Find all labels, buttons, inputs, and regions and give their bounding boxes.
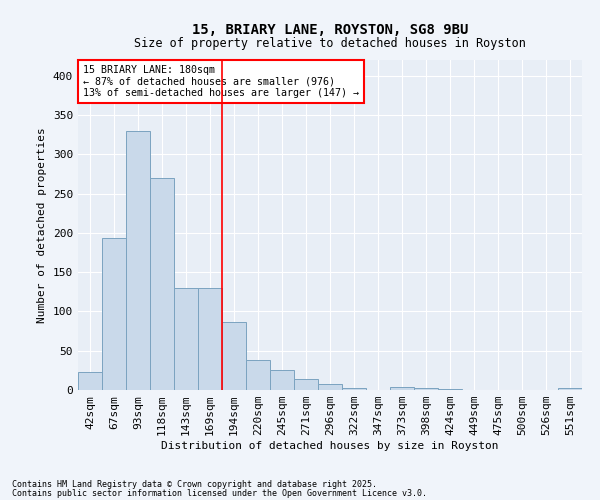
Bar (223, 322, 245, 390)
Bar (151, 178, 173, 390)
Y-axis label: Number of detached properties: Number of detached properties (37, 127, 47, 323)
Text: 15 BRIARY LANE: 180sqm
← 87% of detached houses are smaller (976)
13% of semi-de: 15 BRIARY LANE: 180sqm ← 87% of detached… (83, 65, 359, 98)
Bar (127, 130, 149, 390)
Bar (415, 388, 437, 390)
Bar (559, 388, 581, 390)
Bar (175, 288, 197, 390)
Text: 15, BRIARY LANE, ROYSTON, SG8 9BU: 15, BRIARY LANE, ROYSTON, SG8 9BU (192, 22, 468, 36)
Bar (343, 388, 365, 390)
Bar (247, 360, 269, 390)
Text: Size of property relative to detached houses in Royston: Size of property relative to detached ho… (134, 38, 526, 51)
Bar (79, 372, 101, 390)
Bar (103, 238, 125, 390)
Bar (295, 379, 317, 390)
X-axis label: Distribution of detached houses by size in Royston: Distribution of detached houses by size … (161, 441, 499, 451)
Bar (199, 288, 221, 390)
Bar (319, 384, 341, 390)
Text: Contains public sector information licensed under the Open Government Licence v3: Contains public sector information licen… (12, 488, 427, 498)
Text: Contains HM Land Registry data © Crown copyright and database right 2025.: Contains HM Land Registry data © Crown c… (12, 480, 377, 489)
Bar (391, 387, 413, 390)
Bar (271, 370, 293, 390)
Bar (439, 389, 461, 390)
